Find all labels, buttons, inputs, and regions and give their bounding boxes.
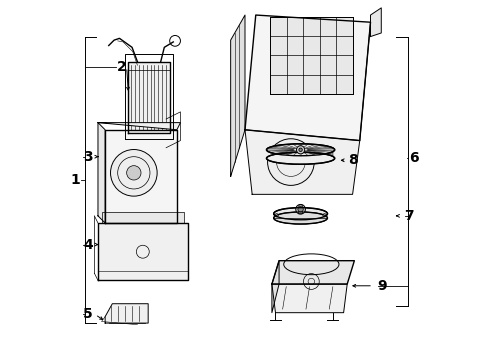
Circle shape xyxy=(275,213,278,217)
Circle shape xyxy=(126,166,141,180)
Polygon shape xyxy=(272,261,354,284)
Polygon shape xyxy=(98,223,188,280)
Text: 5: 5 xyxy=(83,307,93,321)
Polygon shape xyxy=(101,212,184,223)
Polygon shape xyxy=(105,304,148,323)
Polygon shape xyxy=(270,17,353,94)
Circle shape xyxy=(268,139,314,185)
Polygon shape xyxy=(98,123,180,130)
Text: 7: 7 xyxy=(404,209,414,223)
Circle shape xyxy=(296,146,305,154)
Polygon shape xyxy=(370,8,381,37)
Text: 1: 1 xyxy=(71,173,81,187)
Circle shape xyxy=(299,148,302,152)
Polygon shape xyxy=(98,123,105,223)
Ellipse shape xyxy=(267,144,335,156)
Text: 9: 9 xyxy=(377,279,387,293)
Ellipse shape xyxy=(267,152,335,164)
Polygon shape xyxy=(231,15,245,176)
Ellipse shape xyxy=(274,212,327,224)
Text: 2: 2 xyxy=(117,60,126,74)
Text: 3: 3 xyxy=(83,150,93,164)
Polygon shape xyxy=(245,15,370,140)
Ellipse shape xyxy=(274,208,327,220)
Text: 6: 6 xyxy=(410,152,419,166)
Circle shape xyxy=(296,204,305,214)
Circle shape xyxy=(111,149,157,196)
Circle shape xyxy=(323,213,326,217)
Polygon shape xyxy=(245,130,360,194)
Polygon shape xyxy=(298,205,303,214)
Polygon shape xyxy=(272,284,347,313)
Polygon shape xyxy=(274,214,327,218)
Polygon shape xyxy=(267,150,335,158)
Polygon shape xyxy=(105,130,177,223)
Polygon shape xyxy=(128,62,170,134)
Text: 4: 4 xyxy=(83,238,93,252)
Text: 8: 8 xyxy=(348,153,358,167)
Polygon shape xyxy=(272,261,279,313)
Circle shape xyxy=(298,207,303,212)
